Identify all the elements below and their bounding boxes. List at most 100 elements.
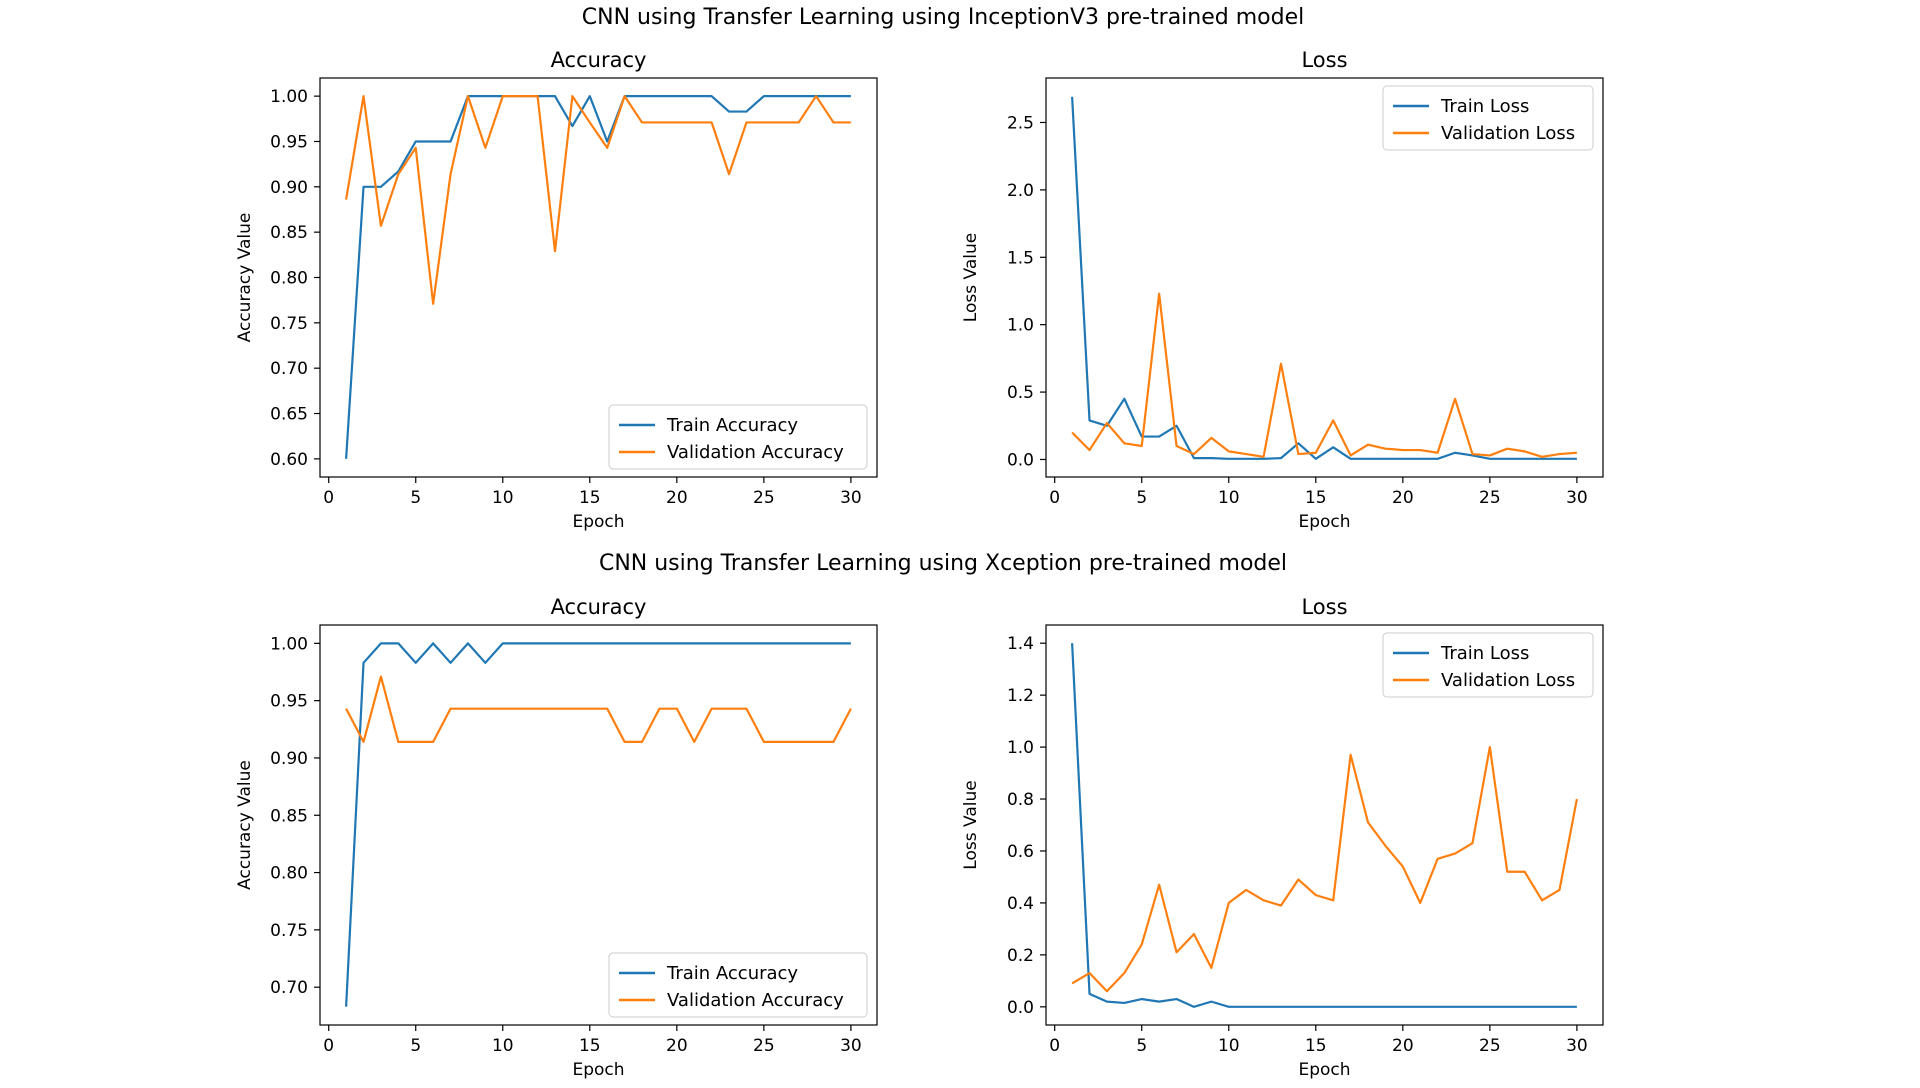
x-tick-label: 15 [579, 488, 601, 508]
plots-group: 0 5 10 15 20 25 300.600.650.700.750.800.850.90… [235, 48, 1604, 1080]
x-tick-label: 10 [1218, 488, 1240, 508]
x-tick-label: 25 [1479, 1036, 1501, 1056]
x-tick-label: 10 [492, 488, 514, 508]
legend-label: Validation Accuracy [667, 442, 844, 463]
y-tick-label: 1.0 [1007, 316, 1034, 336]
x-tick-label: 25 [753, 1036, 775, 1056]
x-tick-label: 20 [1392, 488, 1414, 508]
validation-series-line [1071, 745, 1578, 993]
legend-label: Validation Loss [1441, 123, 1575, 144]
x-tick-label: 20 [666, 1036, 688, 1056]
legend: Train Loss Validation Loss [1382, 85, 1594, 151]
x-tick-label: 30 [840, 488, 862, 508]
y-tick-label: 0.6 [1007, 842, 1034, 862]
x-tick-label: 0 [1049, 488, 1060, 508]
y-tick-label: 0.0 [1007, 450, 1034, 470]
y-axis-label: Accuracy Value [235, 213, 255, 343]
y-tick-label: 0.90 [270, 749, 308, 769]
x-axis-label: Epoch [572, 512, 624, 532]
y-tick-label: 0.80 [270, 269, 308, 289]
x-tick-label: 25 [1479, 488, 1501, 508]
legend: Train Accuracy Validation Accuracy [608, 952, 868, 1018]
y-tick-label: 1.00 [270, 87, 308, 107]
x-tick-label: 0 [1049, 1036, 1060, 1056]
x-tick-label: 10 [1218, 1036, 1240, 1056]
y-tick-label: 1.5 [1007, 248, 1034, 268]
x-tick-label: 25 [753, 488, 775, 508]
subplot-title: Loss [1301, 48, 1347, 72]
y-tick-label: 0.95 [270, 132, 308, 152]
train-series-line [1071, 96, 1577, 460]
y-tick-label: 2.0 [1007, 181, 1034, 201]
legend-label: Train Loss [1440, 643, 1529, 664]
x-axis-label: Epoch [1298, 512, 1350, 532]
x-tick-label: 15 [1305, 488, 1327, 508]
validation-series-line [1071, 292, 1577, 458]
x-tick-label: 30 [1566, 1036, 1588, 1056]
x-tick-label: 15 [579, 1036, 601, 1056]
x-tick-label: 30 [840, 1036, 862, 1056]
y-tick-label: 1.0 [1007, 738, 1034, 758]
y-tick-label: 0.2 [1007, 946, 1034, 966]
x-tick-label: 20 [1392, 1036, 1414, 1056]
y-tick-label: 0.80 [270, 864, 308, 884]
row-title-xception: CNN using Transfer Learning using Xcepti… [599, 551, 1287, 576]
y-tick-label: 0.8 [1007, 790, 1034, 810]
x-tick-label: 30 [1566, 488, 1588, 508]
x-tick-label: 15 [1305, 1036, 1327, 1056]
x-tick-label: 5 [410, 1036, 421, 1056]
y-tick-label: 0.4 [1007, 894, 1034, 914]
x-tick-label: 20 [666, 488, 688, 508]
y-axis-label: Accuracy Value [235, 760, 255, 890]
subplot-title: Accuracy [551, 595, 647, 619]
subplot-title: Accuracy [551, 48, 647, 72]
y-tick-label: 0.0 [1007, 998, 1034, 1018]
axes-frame [319, 624, 878, 1026]
x-tick-label: 5 [1136, 1036, 1147, 1056]
subplot-1: 0 5 10 15 20 25 30 0.60 0.65 0.70 0.75 0.80 0.85 0.90… [235, 48, 878, 532]
x-tick-label: 10 [492, 1036, 514, 1056]
legend-label: Train Accuracy [666, 415, 798, 436]
validation-series-line [345, 95, 851, 305]
train-series-line [345, 95, 851, 459]
legend-box [1382, 85, 1594, 151]
legend: Train Loss Validation Loss [1382, 632, 1594, 698]
axes-frame [1045, 77, 1604, 478]
x-axis-label: Epoch [572, 1060, 624, 1080]
row-title-inceptionv3: CNN using Transfer Learning using Incept… [582, 5, 1304, 30]
train-series-line [345, 642, 851, 1007]
y-tick-label: 0.90 [270, 178, 308, 198]
subplot-2: 0 5 10 15 20 25 30 0.0 0.5 1.0 1.5 2.0 2.5 Loss Epoch L… [961, 48, 1604, 532]
subplot-3: 0 5 10 15 20 25 30 0.70 0.75 0.80 0.85 0.90 0.95 1.00… [235, 595, 878, 1080]
y-tick-label: 0.70 [270, 978, 308, 998]
train-series-line [1071, 643, 1577, 1008]
y-tick-label: 0.85 [270, 223, 308, 243]
legend-label: Validation Accuracy [667, 990, 844, 1011]
legend-box [1382, 632, 1594, 698]
y-tick-label: 1.00 [270, 634, 308, 654]
x-tick-label: 5 [1136, 488, 1147, 508]
legend-label: Validation Loss [1441, 670, 1575, 691]
y-tick-label: 0.95 [270, 692, 308, 712]
y-axis-label: Loss Value [961, 233, 981, 322]
legend-box [608, 952, 868, 1018]
legend-label: Train Accuracy [666, 963, 798, 984]
x-tick-label: 0 [323, 1036, 334, 1056]
x-tick-label: 5 [410, 488, 421, 508]
legend: Train Accuracy Validation Accuracy [608, 404, 868, 470]
x-axis-label: Epoch [1298, 1060, 1350, 1080]
y-tick-label: 0.85 [270, 806, 308, 826]
axes-frame [1045, 624, 1604, 1026]
y-tick-label: 1.4 [1007, 634, 1034, 654]
y-tick-label: 0.65 [270, 405, 308, 425]
y-axis-label: Loss Value [961, 780, 981, 869]
y-tick-label: 0.75 [270, 921, 308, 941]
validation-series-line [345, 675, 852, 744]
y-tick-label: 0.75 [270, 314, 308, 334]
subplot-4: 0 5 10 15 20 25 30 0.0 0.2 0.4 0.6 0.8 1.0 1.2 1.4 Loss… [961, 595, 1604, 1080]
y-tick-label: 0.5 [1007, 383, 1034, 403]
y-tick-label: 2.5 [1007, 113, 1034, 133]
legend-box [608, 404, 868, 470]
legend-label: Train Loss [1440, 96, 1529, 117]
